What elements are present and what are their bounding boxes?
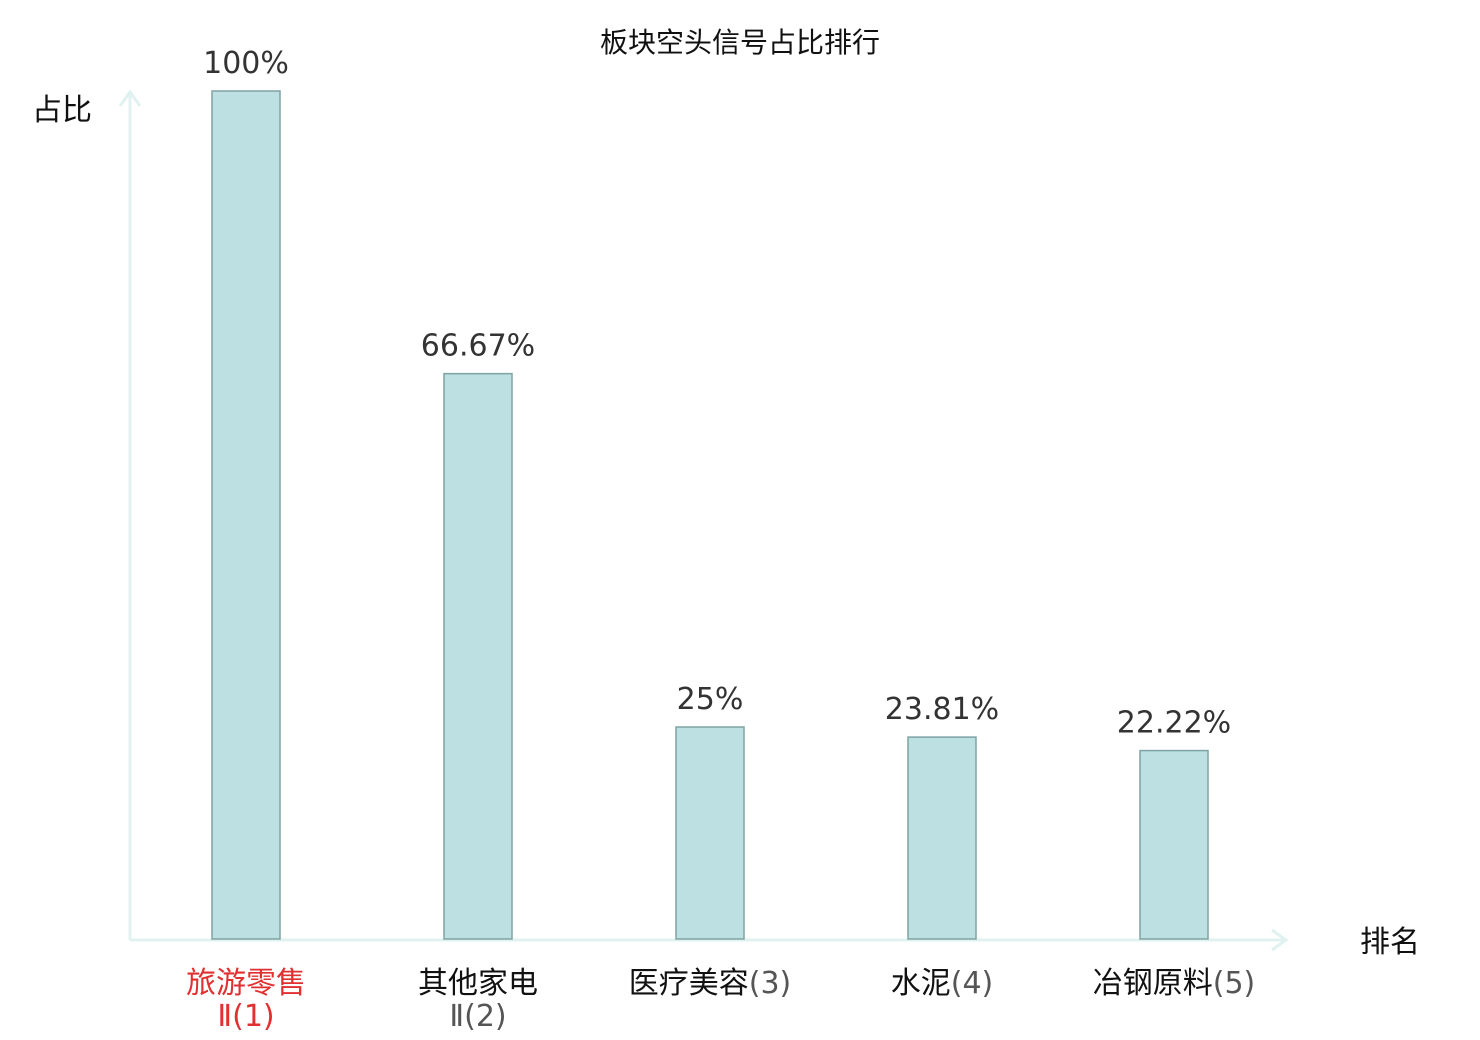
bar-value-label: 66.67% bbox=[421, 329, 535, 364]
bar-value-label: 100% bbox=[203, 46, 289, 81]
x-axis-label: 排名 bbox=[1360, 925, 1420, 960]
x-axis-arrow bbox=[1271, 928, 1289, 952]
x-tick-label: 其他家电 bbox=[418, 966, 538, 1001]
y-axis-arrow bbox=[118, 89, 142, 107]
bar-value-label: 23.81% bbox=[885, 692, 999, 727]
bars bbox=[211, 90, 1209, 940]
value-labels: 100% 66.67% 25% 23.81% 22.22% bbox=[203, 46, 1231, 741]
x-tick-rank: (4) bbox=[951, 966, 994, 1001]
x-tick-rank: (5) bbox=[1213, 966, 1256, 1001]
y-axis-label: 占比 bbox=[32, 93, 92, 128]
x-tick-label: 冶钢原料(5) bbox=[1093, 966, 1256, 1001]
x-tick-name: 冶钢原料 bbox=[1093, 966, 1213, 1001]
bar-value-label: 22.22% bbox=[1117, 706, 1231, 741]
axes bbox=[118, 89, 1289, 952]
bar-value-label: 25% bbox=[677, 682, 744, 717]
x-tick-label: 水泥(4) bbox=[891, 966, 994, 1001]
bar bbox=[211, 90, 281, 940]
bar bbox=[443, 372, 513, 940]
x-tick-label: 旅游零售 bbox=[186, 966, 306, 1001]
x-tick-name: 水泥 bbox=[891, 966, 951, 1001]
chart-title: 板块空头信号占比排行 bbox=[600, 26, 880, 59]
x-tick-rank: (3) bbox=[749, 966, 792, 1001]
bar bbox=[1139, 749, 1209, 940]
bar bbox=[907, 736, 977, 940]
bar bbox=[675, 726, 745, 940]
x-tick-rank: Ⅱ(2) bbox=[449, 999, 506, 1034]
x-tick-name: 医疗美容 bbox=[629, 966, 749, 1001]
x-tick-rank: Ⅱ(1) bbox=[217, 999, 274, 1034]
x-tick-label: 医疗美容(3) bbox=[629, 966, 792, 1001]
